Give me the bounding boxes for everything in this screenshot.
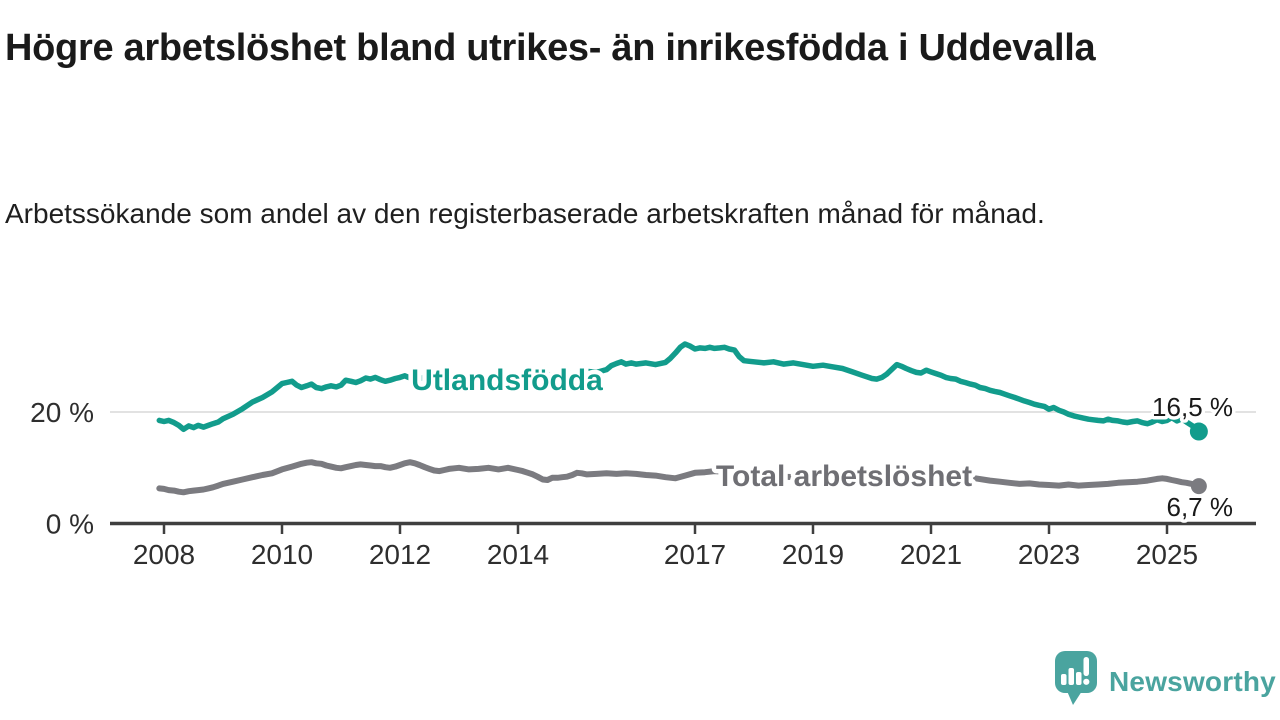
line-utlandsfodda [156,341,1202,435]
x-axis-tick-label: 2012 [369,539,431,570]
end-value-label-total-arbetsloshet: 6,7 % [1167,492,1234,522]
y-axis-tick-label: 20 % [30,397,94,428]
series-label-utlandsfodda: Utlandsfödda [411,364,603,397]
x-axis-tick-label: 2010 [251,539,313,570]
end-dot-total-arbetsloshet [1190,478,1207,495]
line-total-arbetsloshet [156,459,1202,496]
x-axis-tick-label: 2023 [1018,539,1080,570]
x-axis-tick-label: 2017 [664,539,726,570]
x-axis-tick-label: 2025 [1136,539,1198,570]
page-title: Högre arbetslöshet bland utrikes- än inr… [5,27,1096,69]
newsworthy-logo-text: Newsworthy [1109,666,1276,697]
x-axis-tick-label: 2019 [782,539,844,570]
newsworthy-logo: Newsworthy [1054,650,1276,708]
series-label-total-arbetsloshet: Total arbetslöshet [716,460,972,493]
bar-chart-speech-bubble-icon [1055,651,1097,705]
x-axis-tick-label: 2014 [487,539,549,570]
end-dot-utlandsfodda [1189,422,1208,441]
chart-subtitle: Arbetssökande som andel av den registerb… [5,198,1045,229]
y-axis-tick-label: 0 % [46,509,94,540]
x-axis-tick-label: 2008 [133,539,195,570]
end-value-label-utlandsfodda: 16,5 % [1152,392,1233,422]
x-axis-tick-label: 2021 [900,539,962,570]
